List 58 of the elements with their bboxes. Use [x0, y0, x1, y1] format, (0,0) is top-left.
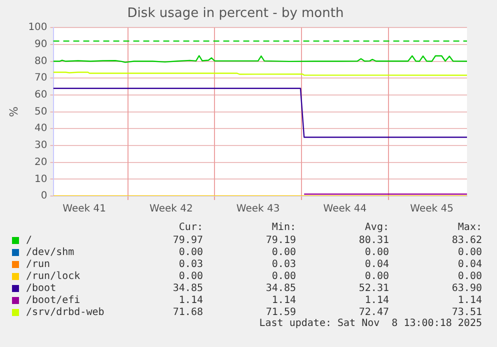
legend-label: /srv/drbd-web — [26, 306, 104, 318]
y-tick-label: 40 — [34, 123, 48, 134]
text: 72.47 — [358, 306, 389, 318]
text: 83.62 — [450, 234, 482, 246]
legend-label: /boot/efi — [26, 294, 80, 306]
text: 0.00 — [178, 270, 203, 282]
text: 79.19 — [264, 234, 296, 246]
x-tick-label: Week 43 — [236, 204, 280, 215]
legend-label: /boot — [26, 282, 56, 294]
y-tick-label: 50 — [34, 106, 48, 118]
text: Cur: — [178, 222, 203, 234]
text: 1.14 — [270, 294, 296, 306]
text: 0.00 — [456, 246, 482, 258]
text: 1.14 — [178, 294, 203, 306]
text: 0.00 — [456, 270, 482, 282]
text: 0.00 — [270, 270, 296, 282]
text: 34.85 — [264, 282, 296, 294]
text: 71.59 — [264, 306, 296, 318]
text: 0.03 — [178, 258, 203, 270]
y-tick-label: 0 — [40, 190, 48, 202]
legend-label: / — [26, 234, 32, 246]
text: 0.03 — [270, 258, 296, 270]
text: Max: — [456, 222, 482, 234]
text: 79.97 — [172, 234, 203, 246]
legend-label: /dev/shm — [26, 246, 74, 258]
y-tick-label: 10 — [34, 174, 48, 185]
y-tick-label: 70 — [34, 72, 48, 84]
text: Last update: Sat Nov 8 13:00:18 2025 — [258, 318, 482, 330]
text: 73.51 — [450, 306, 482, 318]
chart-title: Disk usage in percent - by month — [127, 6, 344, 22]
y-tick-label: 90 — [34, 39, 48, 50]
y-tick-label: 80 — [34, 56, 48, 67]
x-tick-label: Week 42 — [150, 204, 193, 215]
text: 34.85 — [172, 282, 203, 294]
text: 80.31 — [358, 234, 389, 246]
text: Min: — [270, 222, 296, 234]
text: 0.00 — [270, 246, 296, 258]
y-tick-label: 30 — [34, 140, 48, 152]
y-tick-label: 20 — [34, 156, 48, 168]
y-tick-label: 100 — [28, 22, 48, 34]
x-tick-label: Week 45 — [410, 204, 454, 215]
text: 0.00 — [364, 246, 389, 258]
text: 0.04 — [456, 258, 482, 270]
text: 0.04 — [364, 258, 389, 270]
text: 1.14 — [456, 294, 482, 306]
x-tick-label: Week 44 — [323, 204, 367, 215]
text: 52.31 — [358, 282, 389, 294]
text: Avg: — [364, 222, 389, 234]
text: 0.00 — [364, 270, 389, 282]
y-axis-title: % — [7, 106, 20, 118]
x-tick-label: Week 41 — [62, 204, 106, 215]
y-tick-label: 60 — [34, 90, 48, 101]
text: 71.68 — [172, 306, 203, 318]
legend-label: /run/lock — [26, 270, 80, 282]
text: 63.90 — [450, 282, 482, 294]
text: 0.00 — [178, 246, 203, 258]
text: 1.14 — [364, 294, 389, 306]
legend-label: /run — [26, 258, 50, 270]
